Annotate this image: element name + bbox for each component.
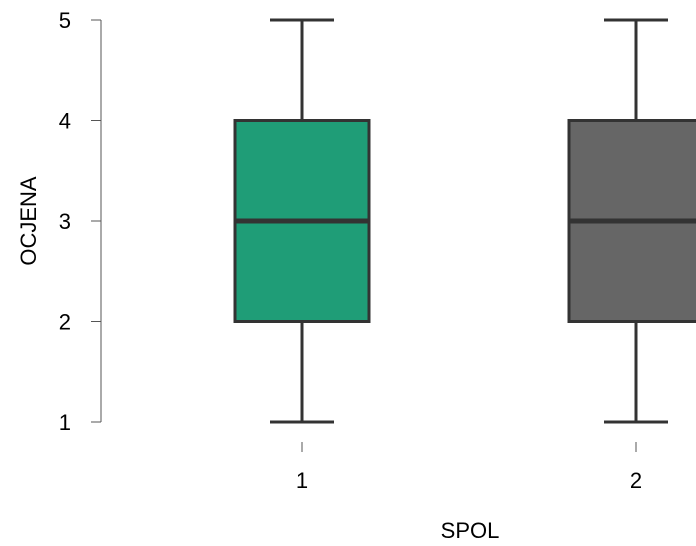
- x-axis-title: SPOL: [441, 518, 500, 543]
- y-tick-label: 4: [59, 109, 71, 134]
- y-tick-label: 2: [59, 310, 71, 335]
- x-tick-label: 2: [630, 468, 642, 493]
- x-tick-label: 1: [296, 468, 308, 493]
- y-tick-label: 3: [59, 209, 71, 234]
- boxes: [233, 18, 696, 424]
- y-tick-label: 1: [59, 410, 71, 435]
- box-2: [567, 18, 696, 424]
- y-tick-label: 5: [59, 8, 71, 33]
- y-axis-title: OCJENA: [16, 176, 41, 266]
- y-axis: 1 2 3 4 5: [59, 8, 102, 435]
- box-1: [233, 18, 371, 424]
